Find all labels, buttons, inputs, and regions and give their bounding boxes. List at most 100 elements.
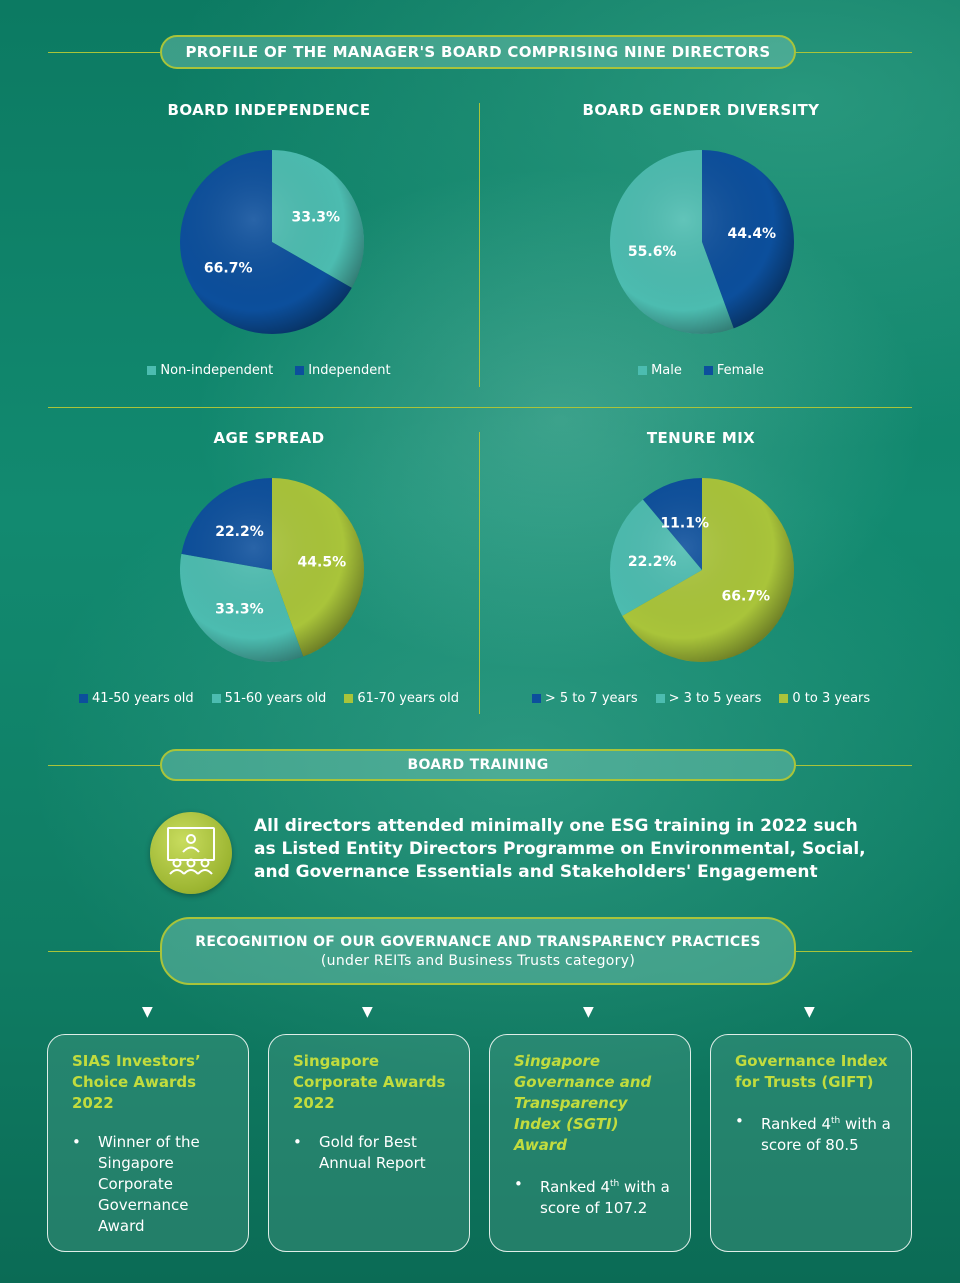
award-detail: Winner of the Singapore Corporate Govern… (98, 1132, 228, 1237)
award-card-singapore-corporate: Singapore Corporate Awards 2022 • Gold f… (268, 1034, 470, 1252)
award-card-gift: Governance Index for Trusts (GIFT) • Ran… (710, 1034, 912, 1252)
down-arrow-icon: ▼ (142, 1004, 153, 1020)
training-description: All directors attended minimally one ESG… (254, 816, 866, 882)
presentation-audience-icon-graphic (167, 827, 215, 875)
award-title: Singapore Corporate Awards 2022 (293, 1052, 446, 1112)
legend-swatch (779, 694, 789, 703)
bullet-icon: • (735, 1112, 744, 1130)
pie-board-independence: 33.3% 66.7% (180, 150, 364, 334)
legend-item: 0 to 3 years (779, 691, 870, 706)
award-bullet: • Ranked 4th with a score of 80.5 (735, 1111, 891, 1156)
pie-data-label: 11.1% (660, 515, 709, 531)
legend-label: > 5 to 7 years (544, 691, 638, 706)
legend-swatch (295, 366, 305, 375)
award-detail-text: Gold for Best Annual Report (319, 1133, 426, 1172)
award-detail-text: Ranked 4 (540, 1178, 611, 1196)
legend-label: Female (716, 363, 764, 378)
recognition-title-pill: RECOGNITION OF OUR GOVERNANCE AND TRANSP… (160, 917, 796, 985)
training-title: BOARD TRAINING (407, 757, 549, 773)
presentation-audience-icon (150, 812, 232, 894)
award-detail-text: Ranked 4 (761, 1115, 832, 1133)
award-detail: Gold for Best Annual Report (319, 1132, 449, 1174)
pie-shading (610, 150, 794, 334)
chart-title-age-spread: AGE SPREAD (213, 429, 325, 447)
award-detail: Ranked 4th with a score of 80.5 (761, 1111, 891, 1156)
award-title: Singapore Governance and Transparency In… (514, 1052, 652, 1154)
training-rule-right (796, 765, 912, 766)
pie-data-label: 22.2% (628, 554, 677, 570)
down-arrow-icon: ▼ (362, 1004, 373, 1020)
pie-data-label: 33.3% (292, 210, 341, 226)
pie-data-label: 44.5% (298, 554, 347, 570)
pie-data-label: 22.2% (215, 524, 264, 540)
legend-label: Male (651, 363, 682, 378)
legend-label: 0 to 3 years (792, 691, 871, 706)
pie-data-label: 44.4% (728, 226, 777, 242)
legend-swatch (703, 366, 713, 375)
chart-title-board-independence: BOARD INDEPENDENCE (167, 101, 371, 119)
legend-swatch (211, 694, 221, 703)
award-bullet: • Ranked 4th with a score of 107.2 (514, 1174, 670, 1219)
legend-swatch (344, 694, 354, 703)
award-detail-text-after: with a score of 80.5 (761, 1115, 891, 1154)
pie-data-label: 33.3% (215, 602, 264, 618)
chart-title-board-gender-diversity: BOARD GENDER DIVERSITY (582, 101, 820, 119)
legend-label: 41-50 years old (92, 691, 194, 706)
down-arrow-icon: ▼ (583, 1004, 594, 1020)
training-title-pill: BOARD TRAINING (160, 749, 796, 781)
pie-board-gender-diversity: 44.4% 55.6% (610, 150, 794, 334)
legend-board-gender-diversity: Male Female (486, 363, 916, 378)
legend-item: Female (703, 363, 764, 378)
legend-age-spread: 41-50 years old 51-60 years old 61-70 ye… (54, 691, 484, 706)
down-arrow-icon: ▼ (804, 1004, 815, 1020)
legend-label: Independent (308, 363, 391, 378)
bullet-icon: • (72, 1133, 81, 1151)
award-card-sias: SIAS Investors’ Choice Awards 2022 • Win… (47, 1034, 249, 1252)
legend-label: 61-70 years old (357, 691, 459, 706)
pie-shading (180, 478, 364, 662)
chart-grid-divider-bottom (479, 432, 480, 714)
recognition-rule-left (48, 951, 160, 952)
award-detail-text: Winner of the Singapore Corporate Govern… (98, 1133, 200, 1235)
legend-swatch (531, 694, 541, 703)
award-title: Governance Index for Trusts (GIFT) (735, 1052, 888, 1091)
pie-data-label: 55.6% (628, 244, 677, 260)
recognition-title: RECOGNITION OF OUR GOVERNANCE AND TRANSP… (195, 933, 761, 950)
award-detail-sup: th (831, 1116, 841, 1126)
award-bullet: • Gold for Best Annual Report (293, 1132, 449, 1174)
legend-swatch (638, 366, 648, 375)
award-detail: Ranked 4th with a score of 107.2 (540, 1174, 670, 1219)
award-card-sgti: Singapore Governance and Transparency In… (489, 1034, 691, 1252)
header-rule-right (796, 52, 912, 53)
legend-item: > 3 to 5 years (655, 691, 762, 706)
chart-grid-divider-horizontal (48, 407, 912, 408)
pie-shading (180, 150, 364, 334)
bullet-icon: • (514, 1175, 523, 1193)
legend-tenure-mix: > 5 to 7 years > 3 to 5 years 0 to 3 yea… (486, 691, 916, 706)
legend-label: > 3 to 5 years (668, 691, 762, 706)
pie-data-label: 66.7% (722, 588, 771, 604)
page-title: PROFILE OF THE MANAGER'S BOARD COMPRISIN… (185, 43, 771, 61)
award-detail-sup: th (610, 1179, 620, 1189)
legend-item: 41-50 years old (79, 691, 194, 706)
pie-age-spread: 44.5% 33.3% 22.2% (180, 478, 365, 662)
legend-swatch (147, 366, 157, 375)
legend-board-independence: Non-independent Independent (54, 363, 484, 378)
pie-shading (610, 478, 794, 662)
legend-label: Non-independent (160, 363, 274, 378)
legend-swatch (79, 694, 89, 703)
legend-item: 61-70 years old (344, 691, 459, 706)
legend-item: Independent (295, 363, 391, 378)
legend-item: Non-independent (147, 363, 273, 378)
bullet-icon: • (293, 1133, 302, 1151)
legend-item: 51-60 years old (211, 691, 326, 706)
legend-item: > 5 to 7 years (531, 691, 638, 706)
pie-data-label: 66.7% (204, 260, 253, 276)
award-title: SIAS Investors’ Choice Awards 2022 (72, 1052, 201, 1112)
pie-tenure-mix: 66.7% 22.2% 11.1% (610, 478, 794, 662)
award-detail-text-after: with a score of 107.2 (540, 1178, 670, 1217)
header-title-pill: PROFILE OF THE MANAGER'S BOARD COMPRISIN… (160, 35, 796, 69)
header-rule-left (48, 52, 160, 53)
legend-item: Male (638, 363, 682, 378)
chart-grid-divider-top (479, 103, 480, 387)
